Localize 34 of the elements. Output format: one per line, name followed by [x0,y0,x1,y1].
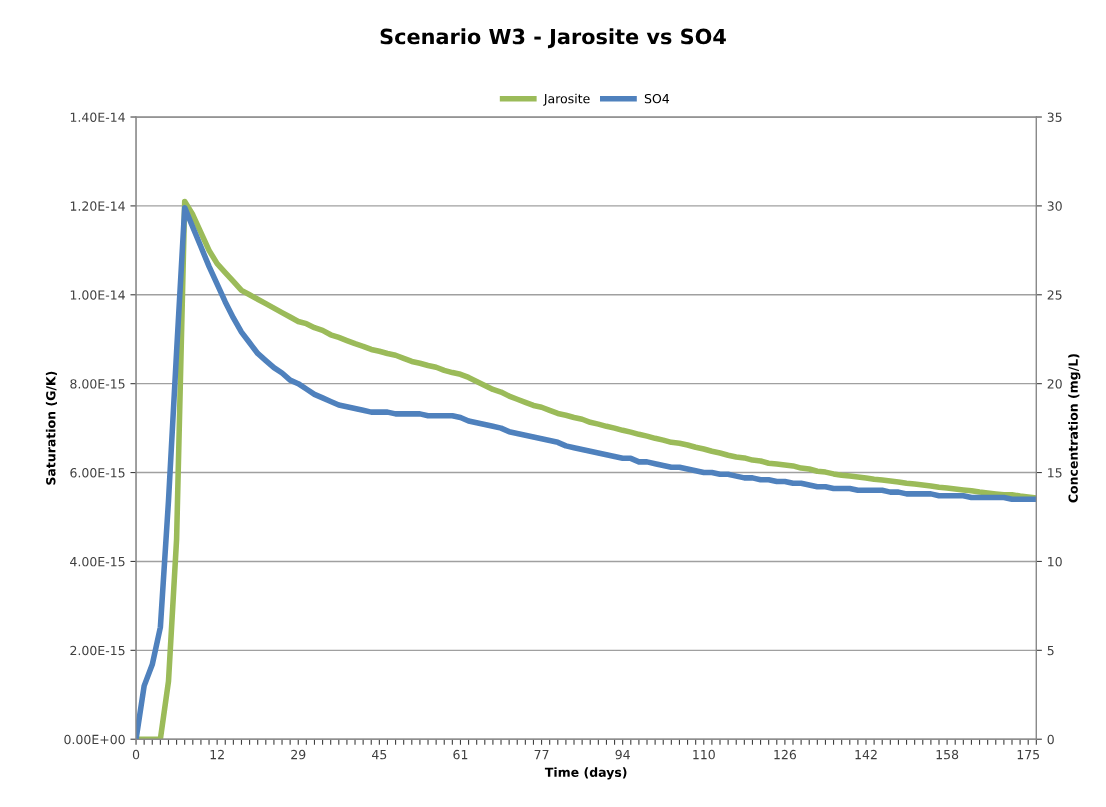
chart-title: Scenario W3 - Jarosite vs SO4 [380,28,726,49]
legend-label: SO4 [644,93,670,104]
y2-tick-label: 15 [1048,468,1062,478]
y2-tick-label: 25 [1047,290,1062,300]
x-tick-label: 158 [936,749,959,760]
x-tick-label: 94 [615,749,630,760]
y-tick-label: 8.00E-15 [70,379,125,389]
y2-tick-label: 0 [1047,734,1054,745]
x-tick-label: 175 [1017,750,1040,760]
y2-tick-label: 10 [1048,556,1062,567]
y2-tick-label: 5 [1047,645,1054,656]
y-tick-label: 1.20E-14 [70,201,125,211]
x-tick-label: 61 [453,749,468,760]
y-tick-label: 4.00E-15 [70,556,125,567]
x-tick-label: 29 [291,749,306,760]
x-axis-title: Time (days) [544,767,627,780]
x-tick-label: 126 [774,749,797,760]
y-tick-label: 6.00E-15 [70,468,125,478]
y-axis-title: Saturation (G/K) [45,371,57,485]
y2-tick-label: 35 [1047,112,1062,122]
x-tick-label: 0 [132,749,140,760]
y-tick-label: 1.00E-14 [70,290,125,300]
y2-tick-label: 20 [1047,379,1062,389]
y2-axis-title: Concentration (mg/L) [1068,354,1081,503]
y2-tick-label: 30 [1047,201,1062,211]
legend-label: Jarosite [543,93,590,106]
y-tick-label: 2.00E-15 [70,645,125,656]
x-tick-label: 12 [210,749,224,760]
x-tick-label: 45 [372,750,387,760]
y-tick-label: 1.40E-14 [70,112,125,122]
x-tick-label: 77 [534,750,549,760]
x-tick-label: 110 [693,749,715,760]
x-tick-label: 142 [855,749,877,760]
y-tick-label: 0.00E+00 [64,734,125,745]
